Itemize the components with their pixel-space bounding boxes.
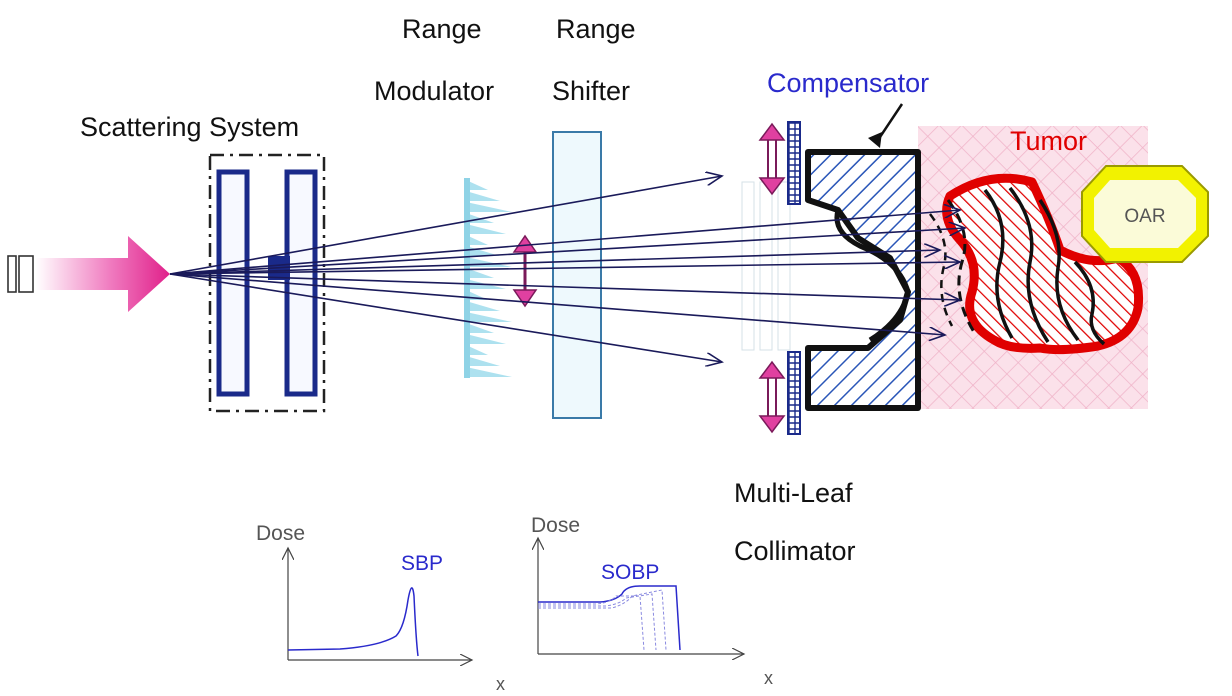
oar-label: OAR <box>1124 206 1165 227</box>
upper-leaf-motion-arrow <box>758 122 786 196</box>
compensator-pointer <box>868 132 882 148</box>
beam-ray <box>169 273 960 300</box>
modulator-step <box>466 191 500 201</box>
tumor-label: Tumor <box>1010 126 1087 156</box>
mlc-label-line1: Multi-Leaf <box>734 478 853 508</box>
beam-ray <box>169 176 722 275</box>
modulator-step <box>466 257 512 267</box>
beam-ray <box>169 250 940 275</box>
range-modulator-label-line1: Range <box>402 14 482 44</box>
nozzle-ring <box>7 255 17 293</box>
sbp-x-label: x <box>496 674 505 694</box>
modulator-step <box>466 268 494 278</box>
organ-at-risk <box>1081 165 1209 263</box>
dose-contour <box>1073 260 1106 346</box>
sbp-curve-label: SBP <box>401 552 443 575</box>
beam-rays <box>169 176 965 362</box>
scattering-system <box>208 153 326 413</box>
compensator-contour <box>834 209 911 343</box>
modulator-step <box>466 345 488 355</box>
range-shifter <box>552 131 602 419</box>
modulator-step <box>466 323 494 333</box>
sobp-curve <box>538 585 681 651</box>
dose-contour <box>1038 199 1080 342</box>
dose-contour <box>1008 186 1050 343</box>
multi-leaf-collimator <box>758 121 801 435</box>
dose-contour <box>946 199 976 333</box>
compensator-pointer-line <box>876 103 904 141</box>
modulator-step <box>466 180 488 190</box>
beam-ray <box>169 262 960 275</box>
sobp-y-label: Dose <box>531 514 580 537</box>
beam-ray <box>169 273 945 335</box>
modulator-step <box>466 202 512 212</box>
oar-inner <box>1094 180 1196 248</box>
nozzle-ring <box>18 255 34 293</box>
modulator-step <box>466 224 506 234</box>
sbp-curve <box>287 587 419 657</box>
sobp-curve-label: SOBP <box>601 561 659 584</box>
modulator-step <box>466 246 500 256</box>
modulator-step <box>466 312 512 322</box>
modulator-motion-arrow <box>512 234 538 308</box>
sobp-component-curve <box>538 595 645 651</box>
lower-leaf <box>787 351 801 435</box>
sobp-component-curve <box>538 593 657 651</box>
modulator-step <box>466 334 506 344</box>
sobp-plot: Dose SOBP x <box>531 514 773 688</box>
tumor-body <box>942 173 1144 355</box>
modulator-step <box>466 301 500 311</box>
beam-arrow <box>36 236 170 312</box>
sbp-plot: Dose SBP x <box>256 522 505 694</box>
range-shifter-label-line1: Range <box>556 14 636 44</box>
upper-leaf <box>787 121 801 205</box>
modulator-step <box>466 235 488 245</box>
sobp-x-label: x <box>764 668 773 688</box>
modulator-step <box>466 367 512 377</box>
sbp-y-label: Dose <box>256 522 305 545</box>
range-shifter-label-line2: Shifter <box>552 76 630 106</box>
modulator-step <box>466 356 500 366</box>
beam-ray <box>169 273 722 362</box>
sobp-component-curve <box>538 589 667 651</box>
scattering-system-label: Scattering System <box>80 112 299 142</box>
lower-leaf-motion-arrow <box>758 360 786 434</box>
beam-source <box>7 236 170 312</box>
tumor <box>929 173 1144 355</box>
dose-contour <box>983 188 1014 339</box>
compensator-label: Compensator <box>767 68 929 98</box>
mlc-label-line2: Collimator <box>734 536 856 566</box>
range-modulator <box>464 178 512 378</box>
beam-ray <box>169 228 965 275</box>
modulator-base <box>464 178 470 378</box>
range-modulator-label-line2: Modulator <box>374 76 494 106</box>
beam-ray <box>169 210 960 275</box>
scattering-system-frame <box>208 153 326 413</box>
first-scatterer <box>216 169 250 397</box>
